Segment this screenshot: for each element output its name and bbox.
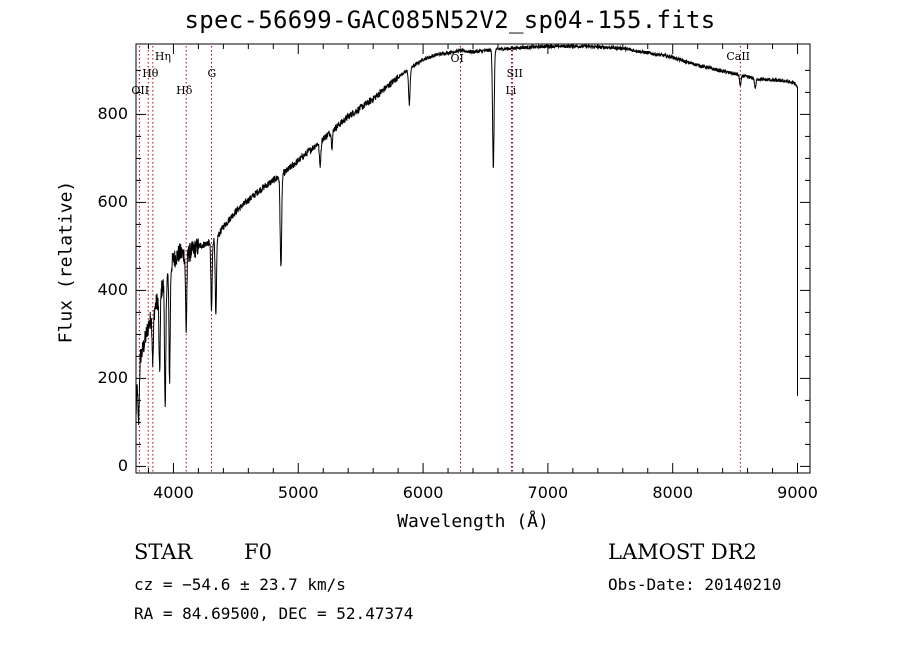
y-tick-label: 800 [97,104,128,124]
spectral-line-markers [138,46,741,473]
y-tick-label: 400 [97,280,128,300]
spectral-line-label: CaII [726,50,751,63]
spectral-line-label: OII [131,84,150,97]
spectral-line-label: Hη [154,50,172,63]
x-tick-label: 7000 [527,483,569,502]
spectral-line-label: G [207,67,217,80]
axis-ticks [136,44,810,473]
x-tick-label: 9000 [777,483,818,502]
spectrum-line [135,43,798,426]
x-tick-label: 8000 [652,483,694,502]
object-class: STAR [134,540,193,564]
plot-frame [135,43,811,474]
spectral-line-label: Hθ [142,67,159,80]
spectral-line-label: Li [505,84,517,97]
y-tick-label: 600 [97,192,128,212]
x-axis-label: Wavelength (Å) [397,511,549,532]
survey-name: LAMOST DR2 [608,540,757,564]
x-tick-label: 4000 [153,483,194,502]
x-tick-label: 6000 [402,483,444,502]
spectral-line-label: SII [506,67,523,80]
chart-title: spec-56699-GAC085N52V2_sp04-155.fits [184,6,716,34]
y-tick-label: 200 [97,368,128,388]
object-subclass: F0 [244,540,272,564]
spectral-line-label: OI [450,52,464,65]
redshift-velocity: cz = −54.6 ± 23.7 km/s [134,575,346,594]
y-tick-label: 0 [117,456,128,476]
spectral-line-label: Hδ [176,84,193,97]
observation-date: Obs-Date: 20140210 [608,575,782,594]
coordinates: RA = 84.69500, DEC = 52.47374 [134,604,414,623]
x-tick-label: 5000 [277,483,319,502]
